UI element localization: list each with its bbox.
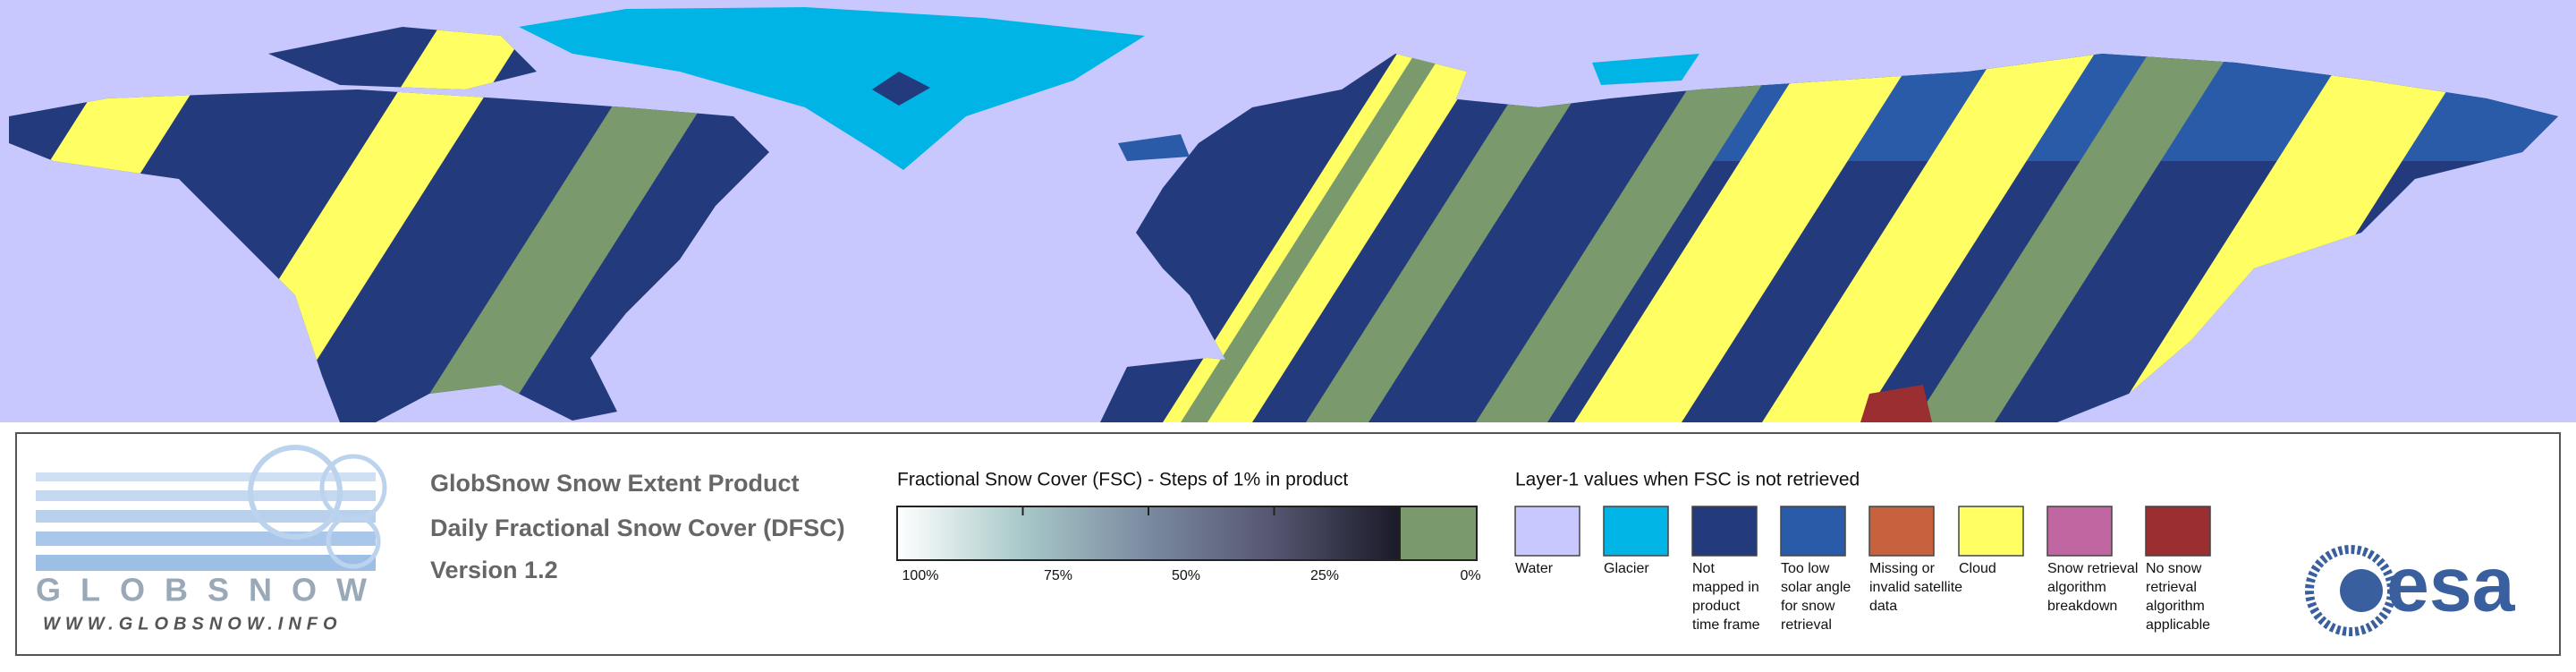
legend: Water Glacier Not mapped in product time fram…	[1514, 506, 2211, 633]
iceland	[1118, 134, 1190, 161]
legend-label: product	[1692, 599, 1741, 614]
esa-text: esa	[2386, 542, 2516, 628]
legend-swatch	[1691, 506, 1758, 557]
svalbard	[1592, 54, 1699, 85]
colorbar-ticks: 100% 75% 50% 25% 0%	[902, 506, 1481, 583]
version: Version 1.2	[430, 557, 558, 583]
legend-label: algorithm	[2047, 580, 2106, 595]
colorbar-tick-label: 25%	[1310, 568, 1339, 583]
title: GlobSnow Snow Extent Product	[430, 470, 800, 497]
legend-label: time frame	[1692, 617, 1760, 633]
legend-label: algorithm	[2146, 599, 2205, 614]
legend-swatch	[1603, 506, 1669, 557]
logo-url: WWW.GLOBSNOW.INFO	[43, 614, 343, 634]
legend-label: breakdown	[2047, 599, 2117, 614]
legend-label: Snow retrieval	[2047, 561, 2138, 576]
legend-label: Too low	[1781, 561, 1830, 576]
legend-label: retrieval	[2146, 580, 2197, 595]
colorbar-tick-label: 50%	[1172, 568, 1200, 583]
colorbar-title: Fractional Snow Cover (FSC) - Steps of 1…	[897, 470, 1348, 490]
legend-label: applicable	[2146, 617, 2210, 633]
legend-label: retrieval	[1781, 617, 1832, 633]
legend-swatch	[1514, 506, 1580, 557]
legend-label: mapped in	[1692, 580, 1759, 595]
legend-label: No snow	[2146, 561, 2202, 576]
subtitle: Daily Fractional Snow Cover (DFSC)	[430, 515, 845, 541]
legend-swatch	[1958, 506, 2024, 557]
colorbar-zero	[1399, 506, 1478, 561]
greenland-interior	[872, 72, 930, 106]
esa-logo: esa	[2305, 542, 2516, 636]
colorbar-tick-label: 0%	[1460, 568, 1480, 583]
legend-label: for snow	[1781, 599, 1835, 614]
legend-label: Cloud	[1959, 561, 1996, 576]
legend-label: Water	[1515, 561, 1554, 576]
legend-label: solar angle	[1781, 580, 1851, 595]
greenland	[519, 7, 1145, 170]
legend-swatch	[1780, 506, 1846, 557]
legend-title: Layer-1 values when FSC is not retrieved	[1515, 470, 1860, 490]
legend-label: data	[1869, 599, 1897, 614]
colorbar-tick-label: 100%	[902, 568, 939, 583]
legend-label: invalid satellite	[1869, 580, 1962, 595]
legend-label: Glacier	[1604, 561, 1649, 576]
legend-swatch	[2046, 506, 2113, 557]
map	[0, 0, 2576, 422]
legend-swatch	[1868, 506, 1935, 557]
legend-label: Not	[1692, 561, 1715, 576]
colorbar-tick-label: 75%	[1044, 568, 1072, 583]
legend-swatch	[2145, 506, 2211, 557]
legend-label: Missing or	[1869, 561, 1936, 576]
